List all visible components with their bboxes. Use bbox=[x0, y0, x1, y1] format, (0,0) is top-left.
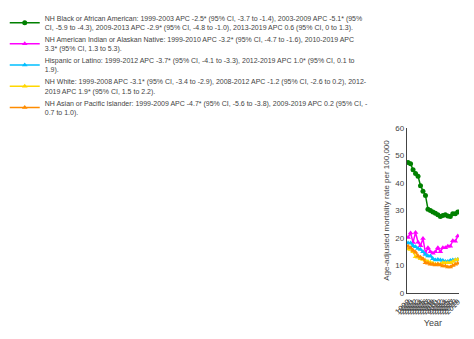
svg-text:NH Asian or Pacific Islander:: NH Asian or Pacific Islander: 1999-2009 … bbox=[45, 100, 368, 117]
svg-text:2003: 2003 bbox=[403, 297, 422, 316]
svg-text:60: 60 bbox=[395, 124, 404, 133]
svg-text:0: 0 bbox=[400, 289, 405, 298]
svg-text:2013: 2013 bbox=[428, 297, 447, 316]
svg-text:10: 10 bbox=[395, 261, 404, 270]
svg-text:2007: 2007 bbox=[413, 297, 432, 316]
svg-text:Year: Year bbox=[424, 318, 442, 328]
svg-text:2019: 2019 bbox=[443, 297, 462, 316]
svg-text:50: 50 bbox=[395, 151, 404, 160]
svg-text:30: 30 bbox=[395, 206, 404, 215]
svg-text:2004: 2004 bbox=[406, 297, 425, 316]
svg-text:1999: 1999 bbox=[393, 297, 412, 316]
svg-text:2012: 2012 bbox=[426, 297, 445, 316]
svg-text:Hispanic or Latino: 1999-2012: Hispanic or Latino: 1999-2012 APC -3.7* … bbox=[45, 57, 355, 74]
svg-text:2018: 2018 bbox=[441, 297, 460, 316]
svg-text:2006: 2006 bbox=[411, 297, 430, 316]
svg-text:2010: 2010 bbox=[421, 297, 440, 316]
svg-text:2000: 2000 bbox=[396, 297, 415, 316]
svg-text:2011: 2011 bbox=[424, 297, 443, 316]
svg-text:Age-adjusted mortality rate pe: Age-adjusted mortality rate per 100,000 bbox=[382, 140, 391, 281]
svg-text:2016: 2016 bbox=[436, 297, 455, 316]
svg-text:2005: 2005 bbox=[408, 297, 427, 316]
svg-text:2008: 2008 bbox=[416, 297, 435, 316]
svg-text:2014: 2014 bbox=[431, 297, 450, 316]
svg-text:NH American Indian or Alaskan: NH American Indian or Alaskan Native: 19… bbox=[45, 36, 354, 53]
svg-text:NH Black or African American:: NH Black or African American: 1999-2003 … bbox=[45, 15, 363, 32]
svg-text:2015: 2015 bbox=[433, 297, 452, 316]
svg-text:2002: 2002 bbox=[401, 297, 420, 316]
svg-text:40: 40 bbox=[395, 179, 404, 188]
svg-text:2009: 2009 bbox=[418, 297, 437, 316]
svg-text:2001: 2001 bbox=[398, 297, 417, 316]
svg-text:NH White: 1999-2008 APC -3.1*: NH White: 1999-2008 APC -3.1* (95% CI, -… bbox=[45, 78, 367, 95]
svg-text:2017: 2017 bbox=[438, 297, 457, 316]
svg-text:20: 20 bbox=[395, 234, 404, 243]
